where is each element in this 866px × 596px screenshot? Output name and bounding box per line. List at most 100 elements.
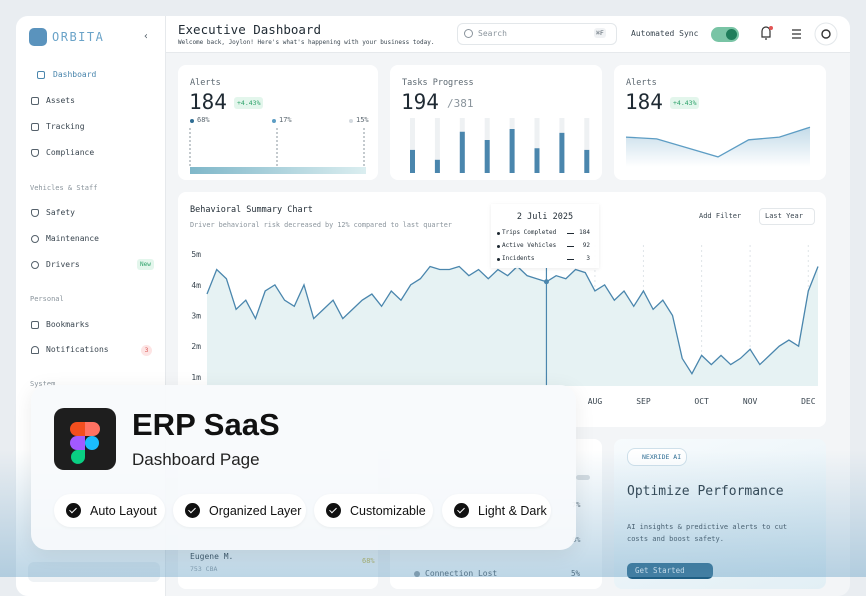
tooltip-value: 184	[579, 229, 590, 236]
nav-item[interactable]: Notifications	[46, 345, 109, 354]
feature-label: Organized Layer	[209, 503, 302, 518]
line-area	[207, 266, 818, 386]
gear-icon	[821, 29, 831, 39]
tooltip-bullet	[497, 258, 500, 261]
nav-item[interactable]: Bookmarks	[46, 320, 90, 329]
tasks-bars	[410, 118, 590, 173]
nav-icon	[31, 209, 39, 217]
card-title: Tasks Progress	[402, 78, 474, 88]
ai-badge: NEXRIDE AI	[627, 448, 688, 466]
menu-icon[interactable]	[792, 29, 801, 39]
x-tick-label: DEC	[801, 397, 816, 406]
y-tick-label: 4m	[191, 281, 201, 290]
cta-button[interactable]: Get Started	[627, 563, 713, 579]
status-label: Connection Lost	[425, 569, 498, 578]
settings-button[interactable]	[814, 22, 838, 46]
alerts-card	[178, 65, 378, 180]
nav-item[interactable]: Safety	[46, 208, 75, 217]
status-dot	[414, 571, 420, 577]
y-tick-label: 5m	[191, 250, 201, 259]
screen: ORBITA ‹ Dashboard Assets Tracking Compl…	[0, 0, 866, 577]
nav-item[interactable]: Tracking	[46, 122, 85, 131]
filter-button[interactable]: Add Filter	[699, 212, 742, 220]
hover-point	[543, 279, 549, 285]
logo-part	[70, 436, 85, 450]
y-tick-label: 3m	[191, 312, 201, 321]
nav-icon	[31, 149, 39, 157]
tooltip	[491, 204, 599, 268]
feature-pill: Customizable	[314, 494, 433, 527]
line-chart: 1m 2m 3m 4m 5m AUG SEP OCT NOV DEC	[191, 245, 819, 406]
feature-label: Customizable	[350, 503, 426, 518]
x-tick-label: SEP	[636, 397, 651, 406]
nav-icon	[31, 235, 39, 243]
trend-chart	[625, 126, 811, 167]
nav-icon	[31, 261, 39, 269]
feature-label: Light & Dark	[478, 503, 547, 518]
period-select[interactable]	[759, 208, 815, 225]
feature-label: Auto Layout	[90, 503, 157, 518]
tooltip-date: 2 Juli 2025	[516, 212, 574, 222]
x-tick-label: OCT	[694, 397, 709, 406]
bar	[410, 149, 415, 173]
profile-card[interactable]	[28, 562, 160, 582]
promo-subtitle: Dashboard Page	[132, 450, 260, 469]
bar	[484, 140, 490, 173]
tooltip-value: 92	[582, 242, 590, 249]
x-tick-label: NOV	[743, 397, 758, 406]
card-title: Alerts	[190, 78, 221, 88]
nav-item[interactable]: Assets	[46, 96, 75, 105]
nav-icon	[31, 321, 39, 329]
legend-dot	[349, 119, 353, 123]
card-value: 184	[189, 90, 227, 114]
segment-label: 17%	[279, 116, 292, 124]
driver-code: 753 CBA	[190, 565, 218, 573]
segment-label: 15%	[356, 116, 369, 124]
feature-pill: Light & Dark	[442, 494, 551, 527]
logo-part	[85, 422, 100, 436]
ai-title: Optimize Performance	[627, 484, 784, 499]
nav-item[interactable]: Drivers	[46, 260, 80, 269]
search-box[interactable]	[457, 23, 617, 45]
tooltip-bullet	[497, 245, 500, 248]
feature-pill: Auto Layout	[54, 494, 165, 527]
bell-dot	[769, 26, 773, 30]
brand: ORBITA	[52, 30, 105, 44]
tooltip-label: Incidents	[502, 255, 535, 262]
progress-strip	[190, 167, 366, 174]
collapse-button[interactable]: ‹	[143, 31, 150, 42]
trend-area	[626, 127, 810, 167]
tooltip-arrow	[567, 233, 574, 234]
card-title: Alerts	[626, 78, 657, 88]
tasks-card	[390, 65, 602, 180]
logo-icon	[29, 28, 47, 46]
nav-item[interactable]: Maintenance	[46, 234, 99, 243]
check-icon	[326, 503, 341, 518]
section-title: Vehicles & Staff	[30, 184, 98, 192]
bell-icon[interactable]	[761, 26, 771, 40]
bar	[584, 149, 590, 173]
bar	[459, 131, 465, 173]
logo-part	[71, 450, 85, 464]
figma-logo	[54, 408, 116, 470]
page-subtitle: Welcome back, Joylon! Here's what's happ…	[178, 39, 435, 46]
segment-label: 68%	[197, 116, 210, 124]
tooltip-label: Active Vehicles	[502, 242, 557, 249]
ai-text: AI insights & predictive alerts to cut c…	[627, 523, 788, 543]
sync-label: Automated Sync	[631, 29, 699, 38]
page: Executive Dashboard {"sidebar":{"brand":…	[0, 0, 866, 577]
notification-badge: 3	[141, 345, 152, 356]
nav-item[interactable]: Dashboard	[53, 70, 97, 79]
tooltip-arrow	[567, 246, 574, 247]
legend-dot	[190, 119, 194, 123]
chart-subtitle: Driver behavioral risk decreased by 12% …	[190, 221, 452, 229]
feature-pill: Organized Layer	[173, 494, 306, 527]
bar-track	[410, 118, 415, 173]
nav-icon	[31, 346, 39, 354]
chart-title: Behavioral Summary Chart	[190, 205, 313, 215]
tooltip-value: 3	[586, 255, 590, 262]
nav-item[interactable]: Compliance	[46, 148, 95, 157]
sync-toggle[interactable]	[711, 27, 739, 42]
stat-value: 7%	[572, 501, 581, 509]
status-value: 5%	[571, 569, 581, 578]
